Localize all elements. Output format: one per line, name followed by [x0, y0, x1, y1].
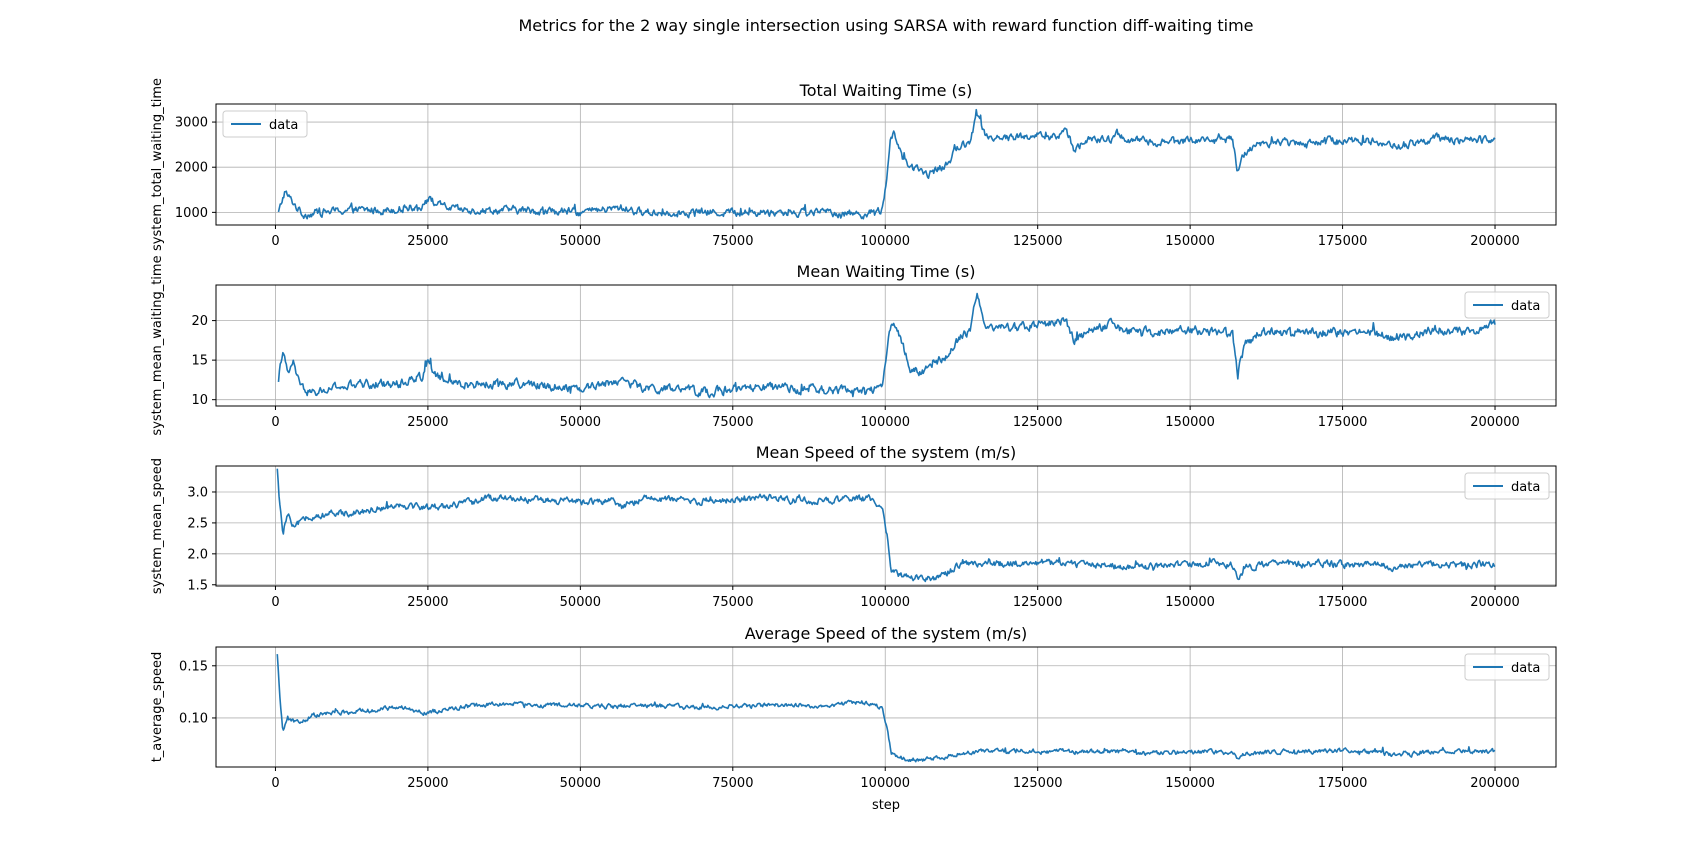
y-tick-label: 2.0: [187, 547, 208, 562]
chart-panels: 0 25000 50000 75000 100000 125000 150000 175000…: [150, 78, 1557, 813]
subplot-1: 0 25000 50000 75000 100000 125000 150000 175000…: [150, 78, 1557, 251]
axes-frame: [215, 465, 1557, 587]
series-line-data: [276, 654, 1496, 763]
x-tick-label: 100000: [860, 415, 910, 430]
x-tick-label: 25000: [407, 776, 448, 791]
legend: data: [1464, 653, 1550, 681]
x-tick-label: 175000: [1318, 234, 1368, 249]
x-tick-label: 200000: [1470, 776, 1520, 791]
x-tick-label: 50000: [560, 595, 601, 610]
x-tick-label: 125000: [1013, 776, 1063, 791]
x-tick-label: 150000: [1165, 415, 1215, 430]
x-tick-label: 100000: [860, 595, 910, 610]
y-tick-label: 15: [191, 354, 208, 369]
subplot-3: 0 25000 50000 75000 100000 125000 150000 175000…: [150, 443, 1557, 610]
x-tick-label: 0: [271, 595, 279, 610]
y-tick-label: 1000: [175, 206, 208, 221]
y-axis-label: t_average_speed: [150, 652, 165, 763]
y-tick-label: 2.5: [187, 516, 208, 531]
x-tick-label: 125000: [1013, 595, 1063, 610]
y-tick-label: 3.0: [187, 485, 208, 500]
x-tick-label: 75000: [712, 234, 753, 249]
x-tick-label: 75000: [712, 776, 753, 791]
subplot-title: Average Speed of the system (m/s): [745, 624, 1028, 643]
figure-suptitle: Metrics for the 2 way single intersectio…: [518, 16, 1253, 35]
y-tick-label: 0.10: [179, 711, 208, 726]
subplot-title: Mean Speed of the system (m/s): [756, 443, 1017, 462]
legend: data: [222, 110, 308, 138]
x-tick-label: 25000: [407, 234, 448, 249]
x-tick-label: 200000: [1470, 415, 1520, 430]
y-tick-label: 3000: [175, 116, 208, 131]
series-line-data: [277, 292, 1496, 399]
y-tick-label: 1.5: [187, 578, 208, 593]
x-tick-label: 200000: [1470, 234, 1520, 249]
y-tick-label: 0.15: [179, 659, 208, 674]
x-tick-label: 125000: [1013, 234, 1063, 249]
x-tick-label: 0: [271, 415, 279, 430]
x-tick-label: 0: [271, 776, 279, 791]
subplot-2: 0 25000 50000 75000 100000 125000 150000 175000…: [150, 255, 1557, 436]
legend-label: data: [269, 118, 298, 133]
subplot-title: Mean Waiting Time (s): [797, 262, 976, 281]
x-tick-label: 150000: [1165, 595, 1215, 610]
subplot-title: Total Waiting Time (s): [799, 81, 973, 100]
legend-label: data: [1511, 661, 1540, 676]
x-tick-label: 125000: [1013, 415, 1063, 430]
x-tick-label: 50000: [560, 234, 601, 249]
x-tick-label: 150000: [1165, 776, 1215, 791]
legend-box: [1464, 472, 1550, 500]
legend-box: [1464, 653, 1550, 681]
x-tick-label: 200000: [1470, 595, 1520, 610]
x-tick-label: 100000: [860, 776, 910, 791]
legend: data: [1464, 472, 1550, 500]
axes-frame: [215, 646, 1557, 768]
legend-label: data: [1511, 480, 1540, 495]
x-tick-label: 25000: [407, 595, 448, 610]
x-tick-label: 175000: [1318, 595, 1368, 610]
y-tick-label: 10: [191, 393, 208, 408]
y-axis-label: system_mean_waiting_time: [150, 255, 165, 435]
x-tick-label: 25000: [407, 415, 448, 430]
x-tick-label: 175000: [1318, 415, 1368, 430]
legend-box: [222, 110, 308, 138]
x-tick-label: 50000: [560, 776, 601, 791]
series-line-data: [276, 468, 1496, 583]
y-tick-label: 2000: [175, 161, 208, 176]
series-line-data: [277, 108, 1496, 220]
axes-frame: [215, 103, 1557, 226]
x-axis-label: step: [872, 798, 900, 813]
y-axis-label: system_total_waiting_time: [150, 78, 165, 251]
x-tick-label: 175000: [1318, 776, 1368, 791]
x-tick-label: 150000: [1165, 234, 1215, 249]
y-axis-label: system_mean_speed: [150, 458, 165, 594]
legend: data: [1464, 291, 1550, 319]
x-tick-label: 100000: [860, 234, 910, 249]
x-tick-label: 50000: [560, 415, 601, 430]
axes-frame: [215, 284, 1557, 407]
x-tick-label: 75000: [712, 415, 753, 430]
subplot-4: 0 25000 50000 75000 100000 125000 150000 175000…: [150, 624, 1557, 813]
y-tick-label: 20: [191, 314, 208, 329]
x-tick-label: 75000: [712, 595, 753, 610]
legend-label: data: [1511, 299, 1540, 314]
legend-box: [1464, 291, 1550, 319]
x-tick-label: 0: [271, 234, 279, 249]
